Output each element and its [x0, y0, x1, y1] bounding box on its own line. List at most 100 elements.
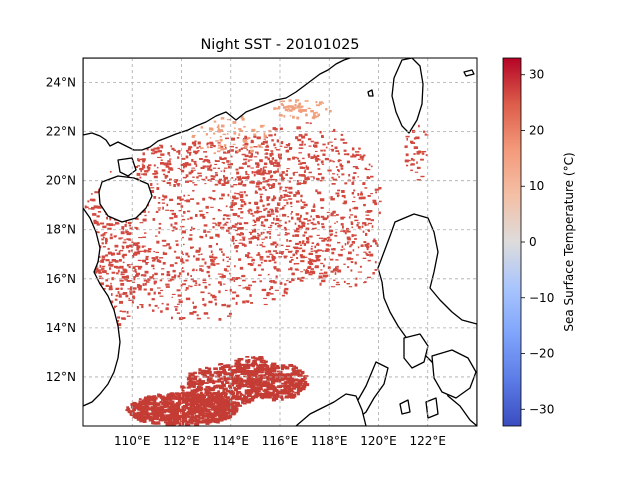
sst-pixel	[216, 243, 218, 246]
sst-pixel	[308, 145, 312, 147]
sst-pixel	[185, 422, 188, 425]
sst-pixel	[235, 402, 241, 406]
sst-pixel	[181, 406, 186, 409]
coastline-taiwan	[391, 58, 424, 134]
sst-pixel	[200, 253, 203, 255]
sst-pixel	[334, 222, 336, 224]
sst-pixel	[196, 394, 199, 398]
sst-pixel	[228, 258, 231, 260]
sst-pixel	[215, 394, 221, 397]
sst-pixel	[170, 413, 175, 417]
sst-pixel	[311, 242, 315, 244]
sst-pixel	[321, 239, 326, 242]
sst-pixel	[280, 392, 284, 395]
sst-pixel	[250, 390, 254, 394]
sst-pixel	[210, 293, 213, 297]
sst-pixel	[249, 381, 253, 386]
sst-pixel	[137, 250, 142, 253]
sst-pixel	[273, 266, 277, 269]
sst-pixel	[295, 191, 300, 195]
sst-pixel	[362, 182, 366, 185]
sst-pixel	[342, 216, 346, 219]
sst-pixel	[256, 393, 261, 397]
sst-pixel	[157, 406, 161, 409]
sst-pixel	[210, 178, 215, 181]
sst-pixel	[183, 317, 186, 319]
sst-pixel	[227, 163, 232, 166]
sst-pixel	[243, 222, 249, 225]
sst-pixel	[118, 293, 124, 295]
sst-pixel	[233, 407, 239, 411]
sst-pixel	[297, 391, 300, 396]
sst-pixel	[209, 255, 214, 259]
sst-pixel	[225, 221, 229, 224]
coastline-layer	[83, 58, 477, 426]
sst-pixel	[221, 417, 227, 421]
sst-pixel	[186, 382, 191, 386]
sst-pixel	[180, 385, 185, 389]
sst-pixel	[265, 180, 270, 182]
sst-pixel	[195, 418, 200, 422]
sst-pixel	[120, 231, 125, 235]
sst-pixel	[266, 255, 270, 258]
lon-tick-label: 120°E	[360, 434, 397, 448]
sst-pixel	[177, 275, 181, 278]
sst-pixel	[414, 171, 419, 173]
sst-pixel	[198, 371, 202, 375]
sst-pixel	[241, 200, 246, 203]
sst-pixel	[283, 255, 287, 259]
sst-pixel	[424, 134, 429, 136]
sst-pixel	[237, 358, 242, 362]
sst-pixel	[269, 280, 272, 283]
sst-pixel	[205, 176, 208, 179]
sst-pixel	[294, 391, 299, 394]
sst-pixel	[247, 374, 252, 377]
sst-pixel	[259, 356, 264, 359]
sst-pixel	[289, 373, 294, 376]
sst-pixel	[168, 155, 171, 157]
sst-pixel	[322, 153, 326, 156]
sst-pixel	[228, 165, 232, 169]
sst-pixel	[297, 104, 301, 106]
sst-pixel	[146, 399, 151, 402]
sst-pixel	[212, 386, 216, 390]
sst-pixel	[226, 119, 231, 121]
sst-pixel	[127, 221, 132, 225]
sst-pixel	[221, 398, 225, 401]
sst-pixel	[87, 200, 90, 203]
sst-pixel	[238, 148, 241, 152]
sst-pixel	[222, 217, 225, 221]
sst-pixel	[266, 183, 270, 186]
sst-pixel	[191, 270, 195, 272]
sst-pixel	[243, 159, 247, 161]
sst-pixel	[320, 149, 323, 152]
sst-pixel	[144, 282, 147, 286]
sst-pixel	[259, 384, 263, 389]
sst-pixel	[410, 140, 414, 144]
sst-pixel	[301, 222, 306, 225]
sst-pixel	[367, 195, 371, 197]
colorbar-tick-label: −20	[529, 347, 554, 361]
sst-pixel	[185, 423, 191, 426]
sst-pixel	[268, 130, 272, 133]
sst-pixel	[279, 281, 283, 285]
sst-pixel	[336, 214, 339, 216]
sst-pixel	[416, 179, 422, 181]
sst-pixel	[219, 276, 224, 278]
sst-pixel	[410, 169, 413, 172]
sst-pixel	[273, 367, 277, 372]
sst-pixel	[332, 178, 337, 181]
sst-pixel	[193, 375, 199, 378]
sst-pixel	[114, 305, 118, 307]
sst-pixel	[210, 175, 214, 178]
sst-pixel	[236, 395, 241, 399]
sst-pixel	[295, 136, 299, 140]
sst-pixel	[374, 202, 378, 206]
sst-pixel	[272, 388, 275, 391]
sst-pixel	[152, 402, 157, 406]
sst-pixel	[297, 388, 301, 393]
sst-pixel	[281, 171, 285, 174]
sst-pixel	[225, 205, 228, 208]
sst-pixel	[258, 189, 262, 191]
sst-pixel	[276, 269, 281, 272]
